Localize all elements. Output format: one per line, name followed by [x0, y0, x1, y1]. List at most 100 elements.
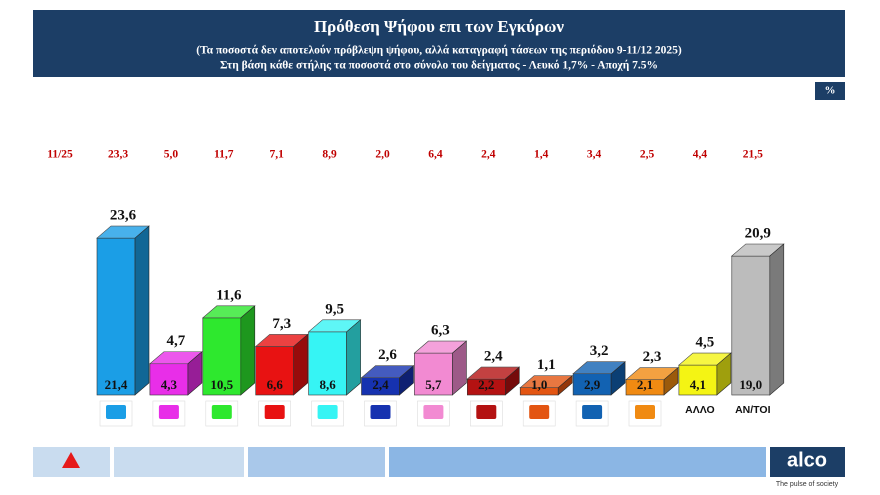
bar-side-shade — [452, 341, 467, 395]
value-label: 1,1 — [537, 357, 556, 373]
party-logo-mark — [582, 405, 603, 419]
bar-top-shade — [414, 341, 467, 354]
bar-top-shade — [467, 367, 520, 380]
value-label: 4,5 — [696, 335, 715, 351]
value-label: 2,4 — [484, 348, 503, 364]
bar-side-shade — [135, 226, 149, 395]
bar-top-shade — [308, 319, 361, 332]
previous-value-label: 21,5 — [743, 149, 763, 161]
value-label: 9,5 — [325, 301, 344, 317]
base-value-label: 19,0 — [739, 377, 762, 392]
bar-top-shade — [678, 353, 731, 366]
bar-side — [399, 365, 414, 396]
unit-badge-box — [815, 82, 845, 100]
brand: alco — [787, 449, 827, 471]
base-value-label: 10,5 — [210, 377, 233, 392]
base-value-label: 1,0 — [531, 377, 547, 392]
bar-side-shade — [293, 334, 308, 395]
value-label: 6,3 — [431, 323, 450, 339]
base-value-label: 2,9 — [584, 377, 601, 392]
bar-side — [452, 340, 467, 396]
value-label: 3,2 — [590, 343, 609, 359]
bar-top-shade — [573, 361, 626, 374]
footer-box — [114, 447, 244, 477]
party-logo-mark — [158, 405, 179, 419]
previous-value-label: 6,4 — [428, 149, 443, 161]
value-label: 20,9 — [745, 225, 771, 241]
bar-side-shade — [399, 365, 414, 395]
previous-value-label: 4,4 — [693, 149, 708, 161]
value-label: 2,3 — [643, 349, 662, 365]
bar-side-shade — [346, 319, 361, 395]
bar-side — [557, 375, 573, 396]
footer-box — [248, 447, 385, 477]
party-logo-mark — [317, 405, 338, 419]
base-value-label: 8,6 — [319, 377, 336, 392]
header-box — [33, 10, 845, 77]
base-value-label: 6,6 — [267, 377, 284, 392]
footer-box — [389, 447, 766, 477]
party-logo-mark — [106, 405, 126, 419]
bar — [96, 237, 136, 396]
bar-side — [134, 225, 150, 396]
previous-value-label: 3,4 — [587, 149, 602, 161]
bar-top-shade — [361, 365, 414, 378]
bar-side-shade — [769, 244, 784, 395]
bar-top-shade — [255, 334, 308, 347]
base-value-label: 4,1 — [690, 377, 706, 392]
category-label: ΑΝ/ΤΟΙ — [735, 404, 770, 416]
bar-top-shade — [731, 244, 784, 257]
previous-value-label: 2,5 — [640, 149, 655, 161]
base-value-label: 2,1 — [637, 377, 653, 392]
category-label: ΑΛΛΟ — [685, 404, 714, 416]
party-logo-mark — [423, 405, 444, 419]
bar-side — [663, 367, 679, 396]
bar — [731, 255, 771, 396]
bar-side — [187, 351, 203, 396]
value-label: 11,6 — [216, 287, 242, 303]
base-value-label: 21,4 — [105, 377, 128, 392]
base-value-label: 4,3 — [161, 377, 178, 392]
bar-side-shade — [558, 375, 573, 395]
bar-side — [769, 243, 785, 396]
bar — [202, 317, 242, 396]
bar-side-shade — [716, 353, 731, 395]
unit-badge: % — [825, 85, 836, 97]
party-logo-mark — [529, 405, 550, 419]
bar-side — [610, 361, 626, 396]
base-value-label: 5,7 — [425, 377, 442, 392]
bar-top-shade — [202, 305, 255, 318]
value-label: 7,3 — [272, 316, 291, 332]
party-logo-mark — [476, 405, 497, 419]
party-logo-mark — [211, 405, 232, 419]
bar-side — [240, 305, 256, 396]
bar-side-shade — [505, 367, 520, 395]
bar-side-shade — [664, 367, 678, 395]
bar-top-shade — [149, 351, 202, 364]
previous-value-label: 2,0 — [375, 149, 390, 161]
previous-value-label: 23,3 — [108, 149, 128, 161]
bar-side — [504, 366, 520, 396]
previous-value-label: 1,4 — [534, 149, 549, 161]
value-label: 23,6 — [110, 207, 137, 223]
previous-value-label: 11,7 — [214, 149, 234, 161]
tagline: The pulse of society — [776, 481, 839, 488]
bar-top-shade — [626, 367, 678, 380]
party-logo-mark — [635, 405, 655, 419]
bar — [414, 352, 453, 396]
subtitle: (Τα ποσοστά δεν αποτελούν πρόβλεψη ψήφου… — [196, 44, 682, 57]
chart-title: Πρόθεση Ψήφου επι των Εγκύρων — [314, 17, 564, 36]
value-label: 4,7 — [167, 333, 186, 349]
bar — [255, 346, 294, 396]
bar-side — [716, 352, 732, 396]
bar-side-shade — [611, 361, 626, 395]
bar-side — [346, 319, 361, 396]
bar — [149, 363, 189, 396]
value-label: 2,6 — [378, 347, 397, 363]
news-logo — [62, 452, 80, 468]
bar-side-shade — [240, 305, 255, 395]
previous-series-label: 11/25 — [47, 149, 73, 161]
bar-side-shade — [187, 351, 202, 395]
bar-top-shade — [520, 375, 573, 388]
